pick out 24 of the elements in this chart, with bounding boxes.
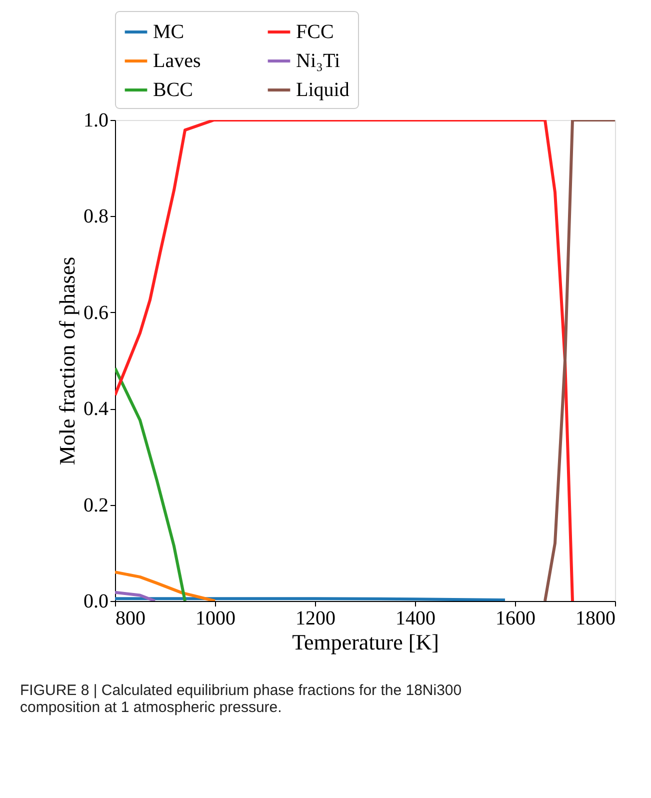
y-tick-label: 0.6 — [84, 302, 108, 324]
x-tick-label: 1000 — [196, 608, 236, 630]
line-series — [115, 570, 216, 601]
x-tick-label: 1400 — [396, 608, 436, 630]
x-tick-label: 1800 — [576, 608, 616, 630]
y-tick-label: 1.0 — [84, 110, 108, 132]
y-tick-label: 0.8 — [84, 206, 108, 228]
legend-label: Liquid — [296, 79, 350, 101]
x-tick-label: 1600 — [496, 608, 536, 630]
x-tick-label: 1200 — [296, 608, 336, 630]
x-axis-title: Temperature [K] — [292, 630, 439, 654]
legend-label: MC — [153, 21, 184, 43]
x-tick-label: 800 — [116, 608, 146, 630]
legend-label: Laves — [153, 50, 201, 72]
y-axis-title: Mole fraction of phases — [54, 256, 80, 466]
legend-label: Ni₃Ti — [296, 50, 340, 72]
legend-label: FCC — [296, 21, 334, 43]
y-tick-label: 0.2 — [84, 494, 108, 516]
legend-label: BCC — [153, 79, 194, 101]
y-tick-label: 0.0 — [84, 590, 108, 612]
caption: FIGURE 8 | Calculated equilibrium phase fractions for the 18Ni300 composition at 1 atmospheric pressure. — [20, 682, 462, 716]
line-series — [544, 120, 615, 601]
y-tick-label: 0.4 — [84, 398, 108, 420]
line-series — [115, 366, 186, 601]
